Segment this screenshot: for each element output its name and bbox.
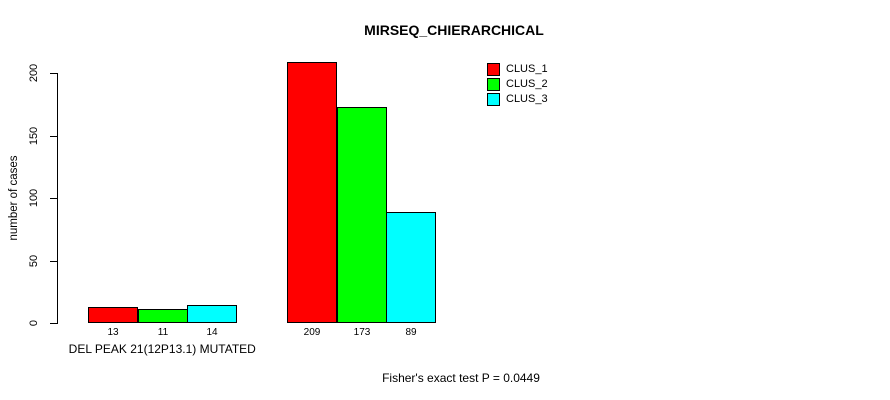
y-tick-mark (50, 198, 57, 199)
y-tick-mark (50, 136, 57, 137)
bar-clus_3-group1 (187, 305, 237, 323)
bar-value-label: 209 (303, 327, 321, 338)
y-tick-label: 50 (28, 254, 40, 268)
bar-clus_2-group2 (337, 107, 387, 323)
legend-entry-clus-1: CLUS_1 (487, 63, 548, 76)
x-category-label: DEL PEAK 21(12P13.1) MUTATED (68, 342, 256, 356)
fisher-test-footnote: Fisher's exact test P = 0.0449 (382, 371, 540, 385)
bar-value-label: 89 (405, 327, 417, 338)
bar-value-label: 14 (206, 327, 218, 338)
legend-swatch-clus-1 (487, 63, 500, 76)
bar-value-label: 11 (157, 327, 169, 338)
y-axis-title: number of cases (8, 155, 20, 241)
legend-label: CLUS_3 (506, 93, 548, 105)
bar-clus_1-group1 (88, 307, 138, 323)
chart-legend: CLUS_1 CLUS_2 CLUS_3 (487, 63, 548, 108)
y-tick-label: 200 (28, 63, 40, 83)
bar-value-label: 13 (107, 327, 119, 338)
legend-entry-clus-2: CLUS_2 (487, 78, 548, 91)
bar-clus_1-group2 (287, 62, 337, 323)
legend-label: CLUS_2 (506, 78, 548, 90)
y-tick-label: 150 (28, 126, 40, 146)
y-tick-mark (50, 323, 57, 324)
bar-value-label: 173 (353, 327, 371, 338)
y-tick-label: 0 (28, 319, 40, 327)
bar-clus_3-group2 (386, 212, 436, 323)
legend-swatch-clus-2 (487, 78, 500, 91)
chart-title: MIRSEQ_CHIERARCHICAL (364, 22, 544, 38)
legend-entry-clus-3: CLUS_3 (487, 93, 548, 106)
y-axis-line (57, 73, 58, 324)
legend-swatch-clus-3 (487, 93, 500, 106)
bar-clus_2-group1 (138, 309, 188, 323)
y-tick-mark (50, 261, 57, 262)
legend-label: CLUS_1 (506, 63, 548, 75)
y-tick-label: 100 (28, 188, 40, 208)
y-tick-mark (50, 73, 57, 74)
